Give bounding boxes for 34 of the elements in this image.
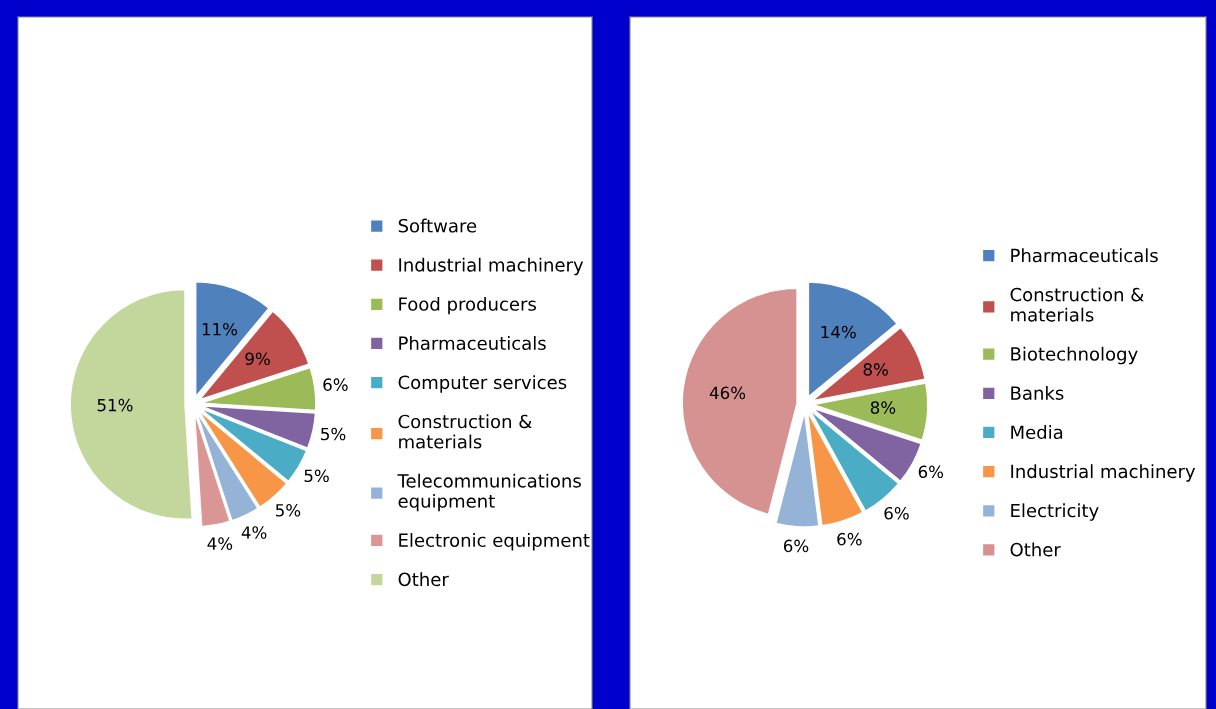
legend-label: Electricity (1011, 503, 1099, 521)
legend-label: Software (398, 218, 477, 233)
data-label: 11% (202, 322, 238, 336)
data-label: 5% (275, 504, 301, 517)
legend-label: Media (1011, 425, 1063, 440)
data-label: 51% (97, 398, 133, 412)
legend-label: Construction & materials (398, 414, 532, 449)
legend-label: Industrial machinery (1011, 464, 1196, 482)
data-label: 9% (245, 352, 270, 366)
legend-label: Food producers (399, 296, 536, 315)
legend-label: Computer services (398, 375, 567, 393)
legend-label: Other (398, 572, 449, 587)
legend-label: Biotechnology (1011, 346, 1138, 365)
data-label: 4% (207, 537, 233, 550)
legend-label: Other (1010, 542, 1061, 557)
data-label: 4% (241, 526, 267, 539)
data-label: 8% (863, 363, 888, 376)
data-label: 5% (321, 427, 346, 441)
data-label: 6% (323, 378, 348, 391)
legend-label: Pharmaceuticals (1011, 248, 1158, 263)
legend-label: Electronic equipment (399, 533, 590, 551)
data-label: 5% (304, 469, 329, 483)
data-label: 14% (821, 325, 856, 339)
legend-label: Pharmaceuticals (399, 336, 546, 351)
data-label: 8% (870, 401, 896, 414)
data-label: 46% (709, 386, 746, 400)
data-label: 6% (918, 465, 944, 479)
legend-label: Construction & materials (1010, 287, 1144, 322)
legend-label: Banks (1011, 385, 1064, 400)
legend-label: Telecommunications equipment (397, 473, 581, 512)
data-label: 6% (837, 532, 862, 546)
data-label: 6% (884, 506, 909, 520)
legend-label: Industrial machinery (399, 257, 584, 276)
data-label: 6% (783, 539, 809, 553)
